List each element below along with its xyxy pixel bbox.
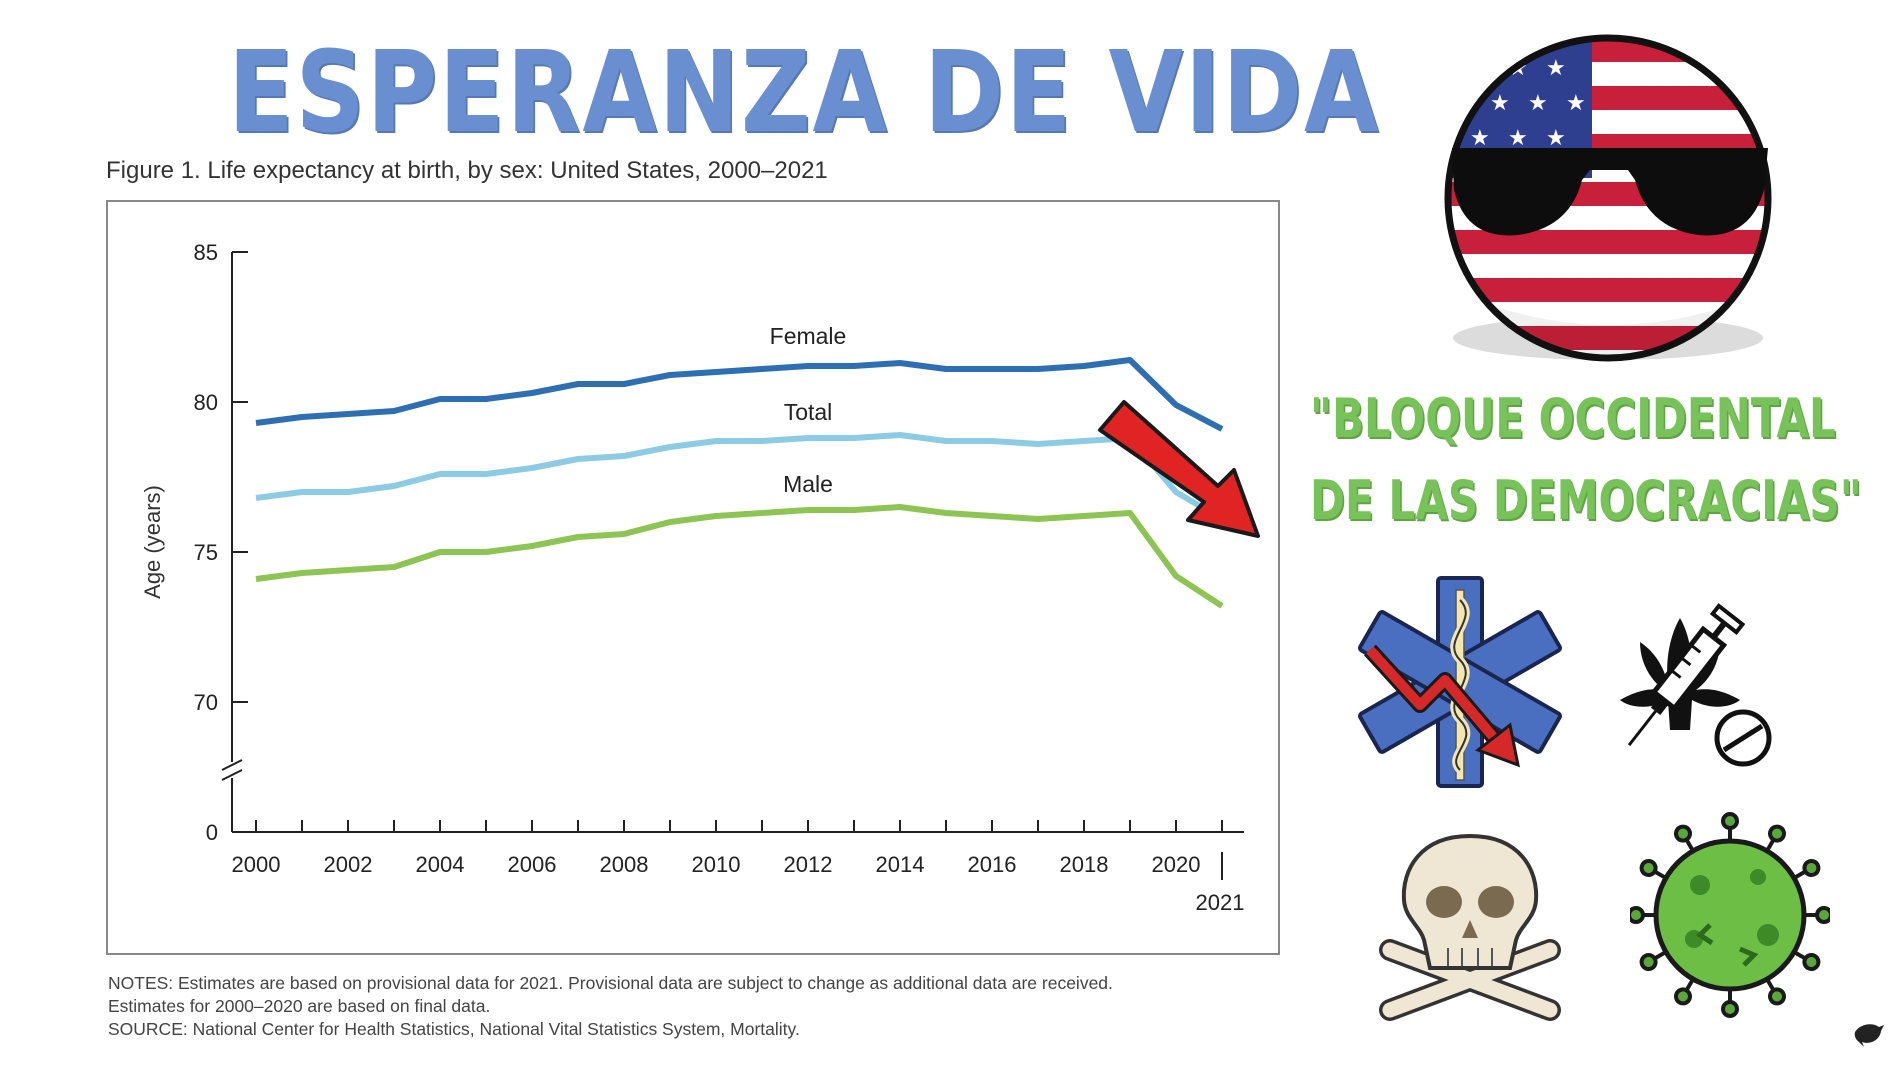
red-down-arrow-icon — [1098, 400, 1260, 538]
quote-line-1: "BLOQUE OCCIDENTAL — [1310, 387, 1836, 450]
x-tick-label: 2012 — [784, 852, 833, 877]
x-tick-label: 2020 — [1152, 852, 1201, 877]
figure-caption: Figure 1. Life expectancy at birth, by s… — [106, 157, 828, 184]
x-tick-label: 2021 — [1196, 890, 1245, 915]
x-tick-label: 2002 — [324, 852, 373, 877]
x-tick-label: 2018 — [1060, 852, 1109, 877]
series-line-male — [255, 504, 1224, 609]
x-tick-label: 2008 — [600, 852, 649, 877]
usa-countryball-sunglasses-icon: ★ ★ ★ ★ ★ ★ ★ ★ ★ ★ — [1444, 34, 1772, 362]
y-tick-label: 80 — [194, 390, 218, 415]
series-line-female — [255, 357, 1224, 432]
y-tick-label: 0 — [206, 820, 218, 845]
series-label-total: Total — [784, 399, 833, 425]
quote-text: "BLOQUE OCCIDENTAL DE LAS DEMOCRACIAS" — [1310, 378, 1862, 542]
chart-notes: NOTES: Estimates are based on provisiona… — [108, 972, 1288, 1041]
x-tick-label: 2016 — [968, 852, 1017, 877]
svg-text:★: ★ — [1546, 56, 1566, 81]
svg-text:★: ★ — [1470, 56, 1490, 81]
x-tick-label: 2014 — [876, 852, 925, 877]
svg-text:★: ★ — [1528, 91, 1548, 116]
y-axis-label: Age (years) — [140, 485, 165, 599]
star-of-life-declining-icon — [1358, 576, 1562, 788]
x-tick-label: 2004 — [416, 852, 465, 877]
chart-frame: 0 70 75 80 85 Age (years) 2000 2002 2004 2006 2008… — [106, 200, 1280, 955]
y-axis-break-mark — [221, 769, 243, 781]
series-label-female: Female — [770, 323, 847, 349]
y-tick-label: 75 — [194, 540, 218, 565]
notes-line-1: NOTES: Estimates are based on provisiona… — [108, 973, 1113, 993]
svg-text:★: ★ — [1452, 91, 1472, 116]
skull-crossbones-icon — [1379, 833, 1561, 1021]
svg-text:★: ★ — [1546, 126, 1566, 151]
x-tick-label: 2000 — [232, 852, 281, 877]
virus-icon — [1630, 812, 1830, 1018]
notes-line-2: Estimates for 2000–2020 are based on fin… — [108, 996, 491, 1016]
source-line: SOURCE: National Center for Health Stati… — [108, 1019, 800, 1039]
svg-text:★: ★ — [1490, 91, 1510, 116]
svg-text:★: ★ — [1470, 126, 1490, 151]
svg-text:★: ★ — [1566, 91, 1586, 116]
svg-text:★: ★ — [1508, 126, 1528, 151]
bird-watermark-icon — [1854, 1024, 1884, 1047]
series-label-male: Male — [783, 471, 833, 497]
y-axis-break-mark — [221, 759, 243, 771]
life-expectancy-chart: 0 70 75 80 85 Age (years) 2000 2002 2004 2006 2008… — [140, 240, 1260, 915]
page-title: ESPERANZA DE VIDA — [228, 28, 1381, 158]
drugs-syringe-icon — [1620, 603, 1772, 767]
y-tick-label: 85 — [194, 240, 218, 265]
series-line-total — [255, 432, 1224, 522]
x-tick-label: 2006 — [508, 852, 557, 877]
quote-line-2: DE LAS DEMOCRACIAS" — [1310, 469, 1862, 532]
y-tick-label: 70 — [194, 690, 218, 715]
x-tick-label: 2010 — [692, 852, 741, 877]
